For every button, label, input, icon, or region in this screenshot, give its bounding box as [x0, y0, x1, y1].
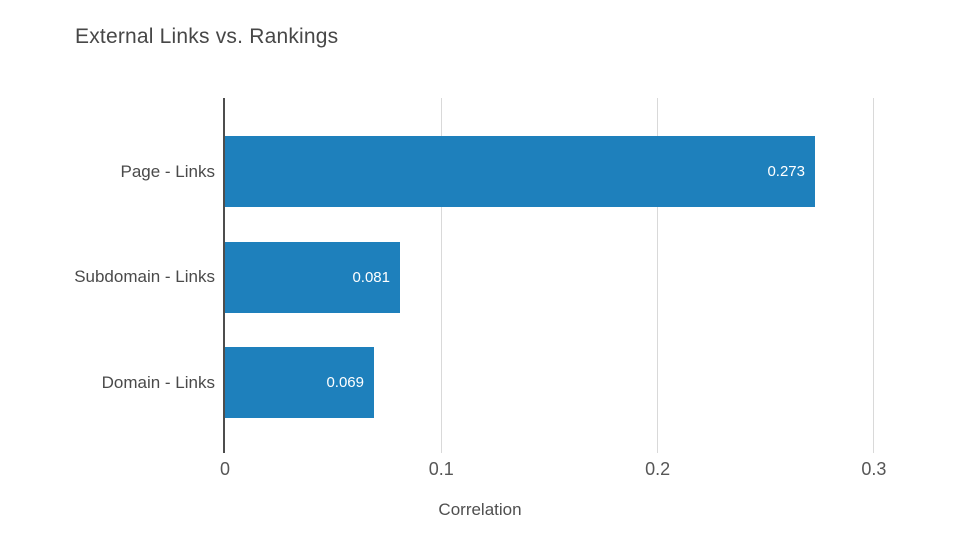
chart-title: External Links vs. Rankings — [75, 25, 339, 48]
bar-page-links: 0.273 — [225, 136, 815, 207]
x-axis-title: Correlation — [438, 500, 522, 519]
x-tick-label: 0.2 — [645, 459, 671, 479]
y-axis-zero-line — [223, 98, 225, 453]
bar-domain-links: 0.069 — [225, 347, 374, 418]
x-tick-label: 0 — [219, 459, 231, 479]
x-gridline — [873, 98, 875, 453]
x-gridline — [657, 98, 659, 453]
bar-value-label: 0.273 — [767, 163, 805, 180]
category-label: Domain - Links — [101, 372, 215, 392]
bar-value-label: 0.069 — [326, 374, 364, 391]
category-label: Page - Links — [120, 161, 216, 181]
bar-subdomain-links: 0.081 — [225, 241, 400, 313]
x-tick-label: 0.1 — [428, 459, 454, 479]
x-gridline — [440, 98, 442, 453]
x-tick-label: 0.3 — [861, 459, 887, 479]
category-label: Subdomain - Links — [74, 267, 215, 286]
bar-value-label: 0.081 — [352, 268, 390, 286]
